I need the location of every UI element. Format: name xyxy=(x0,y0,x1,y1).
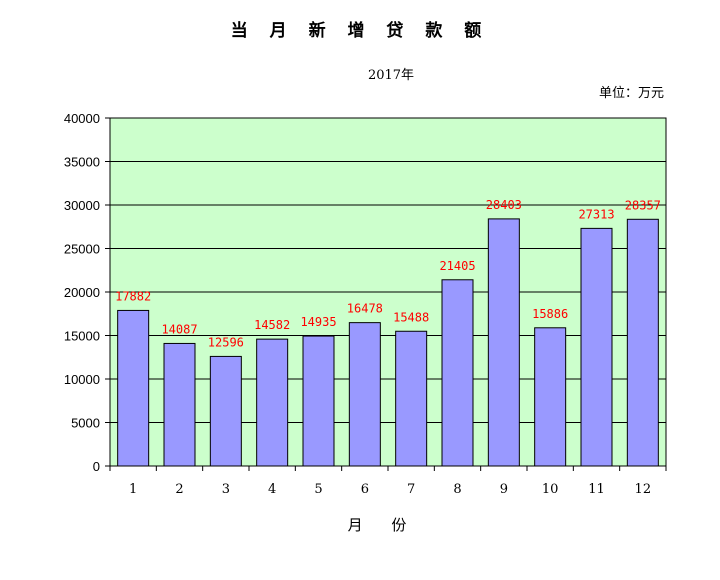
data-label: 27313 xyxy=(578,207,614,221)
bar-month-3 xyxy=(209,355,242,467)
x-tick-label: 2 xyxy=(175,482,183,497)
bars xyxy=(117,218,659,467)
x-tick-label: 12 xyxy=(635,482,652,497)
bar-month-11 xyxy=(580,227,613,467)
data-label: 16478 xyxy=(347,302,383,316)
y-tick-label: 25000 xyxy=(64,242,100,257)
data-label: 14935 xyxy=(300,315,336,329)
bar-month-6 xyxy=(348,322,381,467)
x-tick-label: 9 xyxy=(500,482,508,497)
y-tick-label: 40000 xyxy=(64,111,100,126)
bar-month-1 xyxy=(117,309,150,467)
x-tick-label: 11 xyxy=(588,482,605,497)
gridlines xyxy=(110,161,666,423)
y-tick-label: 20000 xyxy=(64,285,100,300)
data-label: 14087 xyxy=(161,322,197,336)
bar-month-12 xyxy=(626,218,659,467)
y-tick-label: 30000 xyxy=(64,198,100,213)
bar-month-8 xyxy=(441,279,474,467)
x-tick-label: 7 xyxy=(407,482,415,497)
x-tick-label: 4 xyxy=(268,482,276,497)
bar-month-2 xyxy=(163,342,196,467)
data-label: 15886 xyxy=(532,307,568,321)
x-tick-label: 1 xyxy=(129,482,137,497)
data-label: 28357 xyxy=(625,198,661,212)
data-label: 28403 xyxy=(486,198,522,212)
x-axis-ticks: 1 2 3 4 5 6 7 8 9 10 11 12 xyxy=(109,466,667,497)
x-tick-label: 8 xyxy=(453,482,461,497)
bar-month-7 xyxy=(395,330,428,467)
chart-subtitle: 2017年 xyxy=(367,68,415,83)
data-labels: 17882 14087 12596 14582 14935 16478 15488 21405… xyxy=(115,198,661,350)
bar-month-9 xyxy=(487,218,520,467)
bar-month-4 xyxy=(256,338,289,467)
x-tick-label: 6 xyxy=(361,482,369,497)
x-tick-label: 5 xyxy=(314,482,322,497)
x-tick-label: 10 xyxy=(542,482,559,497)
y-axis-ticks: 0 5000 10000 15000 20000 25000 30000 35000 40000 xyxy=(64,111,110,474)
y-tick-label: 35000 xyxy=(64,155,100,170)
bar-month-10 xyxy=(534,327,567,467)
data-label: 14582 xyxy=(254,318,290,332)
bar-month-5 xyxy=(302,335,335,467)
x-tick-label: 3 xyxy=(222,482,230,497)
unit-label: 单位：万元 xyxy=(598,86,664,101)
data-label: 17882 xyxy=(115,289,151,303)
y-tick-label: 15000 xyxy=(64,329,100,344)
y-tick-label: 10000 xyxy=(64,372,100,387)
data-label: 12596 xyxy=(208,335,244,349)
data-label: 21405 xyxy=(439,259,475,273)
data-label: 15488 xyxy=(393,310,429,324)
x-axis-label: 月 份 xyxy=(347,516,419,534)
y-tick-label: 5000 xyxy=(71,416,100,431)
y-tick-label: 0 xyxy=(93,459,100,474)
chart-title: 当 月 新 增 贷 款 额 xyxy=(230,21,490,41)
